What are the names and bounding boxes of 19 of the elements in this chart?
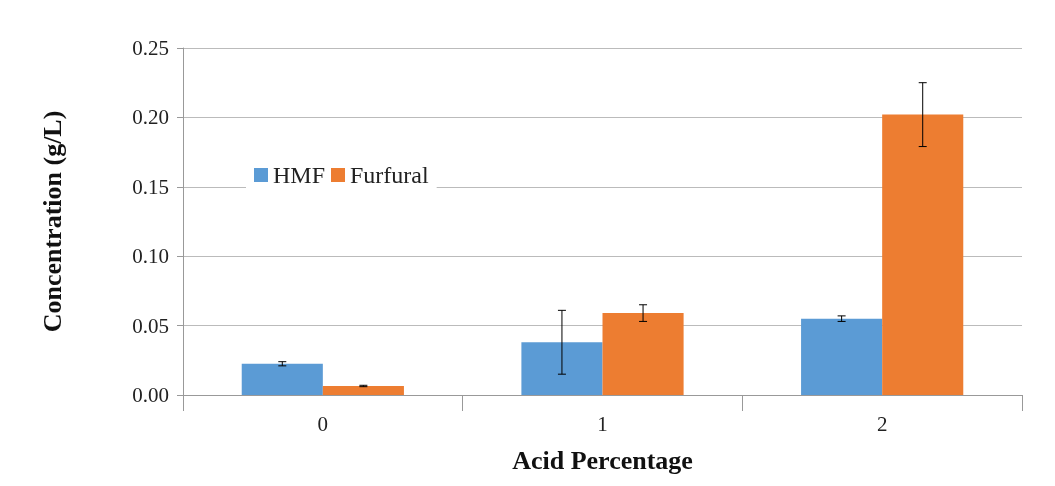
bar	[602, 313, 684, 395]
legend-label: HMF	[273, 162, 326, 188]
y-tick-label: 0.20	[132, 105, 169, 130]
x-tick-label: 2	[876, 411, 888, 436]
y-tick-label: 0.00	[132, 383, 169, 407]
bar	[801, 318, 883, 395]
bar	[241, 363, 323, 395]
bar	[521, 342, 603, 395]
legend-label: Furfural	[350, 162, 429, 188]
x-axis-title: Acid Percentage	[512, 445, 693, 475]
y-tick-label: 0.05	[132, 313, 169, 338]
y-tick-label: 0.10	[132, 244, 169, 269]
y-tick-label: 0.25	[132, 36, 169, 60]
y-axis-title: Concentration (g/L)	[37, 110, 67, 333]
x-tick-label: 1	[597, 411, 608, 436]
y-tick-label: 0.15	[132, 174, 169, 199]
bar	[322, 385, 404, 395]
bar	[882, 114, 964, 395]
x-tick-label: 0	[317, 411, 329, 436]
